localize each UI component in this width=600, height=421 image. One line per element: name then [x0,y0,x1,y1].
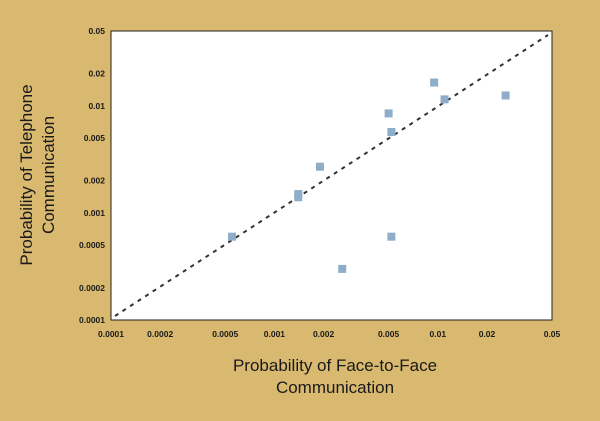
y-axis-ticks: 0.0001 0.0002 0.0005 0.001 0.002 0.005 0.01 0.0… [79,26,105,325]
data-point [338,264,347,273]
data-point [294,193,303,202]
data-points [227,78,510,273]
x-tick-label: 0.02 [479,329,496,339]
data-point [384,109,393,118]
x-tick-label: 0.01 [430,329,447,339]
y-tick-label: 0.0005 [79,240,105,250]
data-point [227,232,236,241]
x-tick-label: 0.0002 [147,329,173,339]
x-tick-label: 0.001 [264,329,286,339]
x-tick-label: 0.005 [378,329,400,339]
y-tick-label: 0.002 [84,176,106,186]
data-point [440,95,449,104]
x-tick-label: 0.0005 [212,329,238,339]
data-point [315,162,324,171]
data-point [387,232,396,241]
x-tick-label: 0.0001 [98,329,124,339]
x-tick-label: 0.05 [544,329,561,339]
data-point [430,78,439,87]
y-tick-label: 0.02 [88,69,105,79]
y-tick-label: 0.005 [84,133,106,143]
y-tick-label: 0.001 [84,208,106,218]
y-axis-title-line-1: Probability of Telephone [17,84,36,265]
x-axis-title-line-1: Probability of Face-to-Face [233,356,437,375]
x-tick-label: 0.002 [313,329,335,339]
x-axis-ticks: 0.0001 0.0002 0.0005 0.001 0.002 0.005 0.01 0.0… [98,329,561,339]
y-tick-label: 0.0002 [79,283,105,293]
data-point [387,127,396,136]
y-tick-label: 0.05 [88,26,105,36]
x-axis-title-line-2: Communication [276,378,394,397]
y-axis-title-line-2: Communication [39,116,58,234]
data-point [501,91,510,100]
y-tick-label: 0.0001 [79,315,105,325]
y-tick-label: 0.01 [88,101,105,111]
